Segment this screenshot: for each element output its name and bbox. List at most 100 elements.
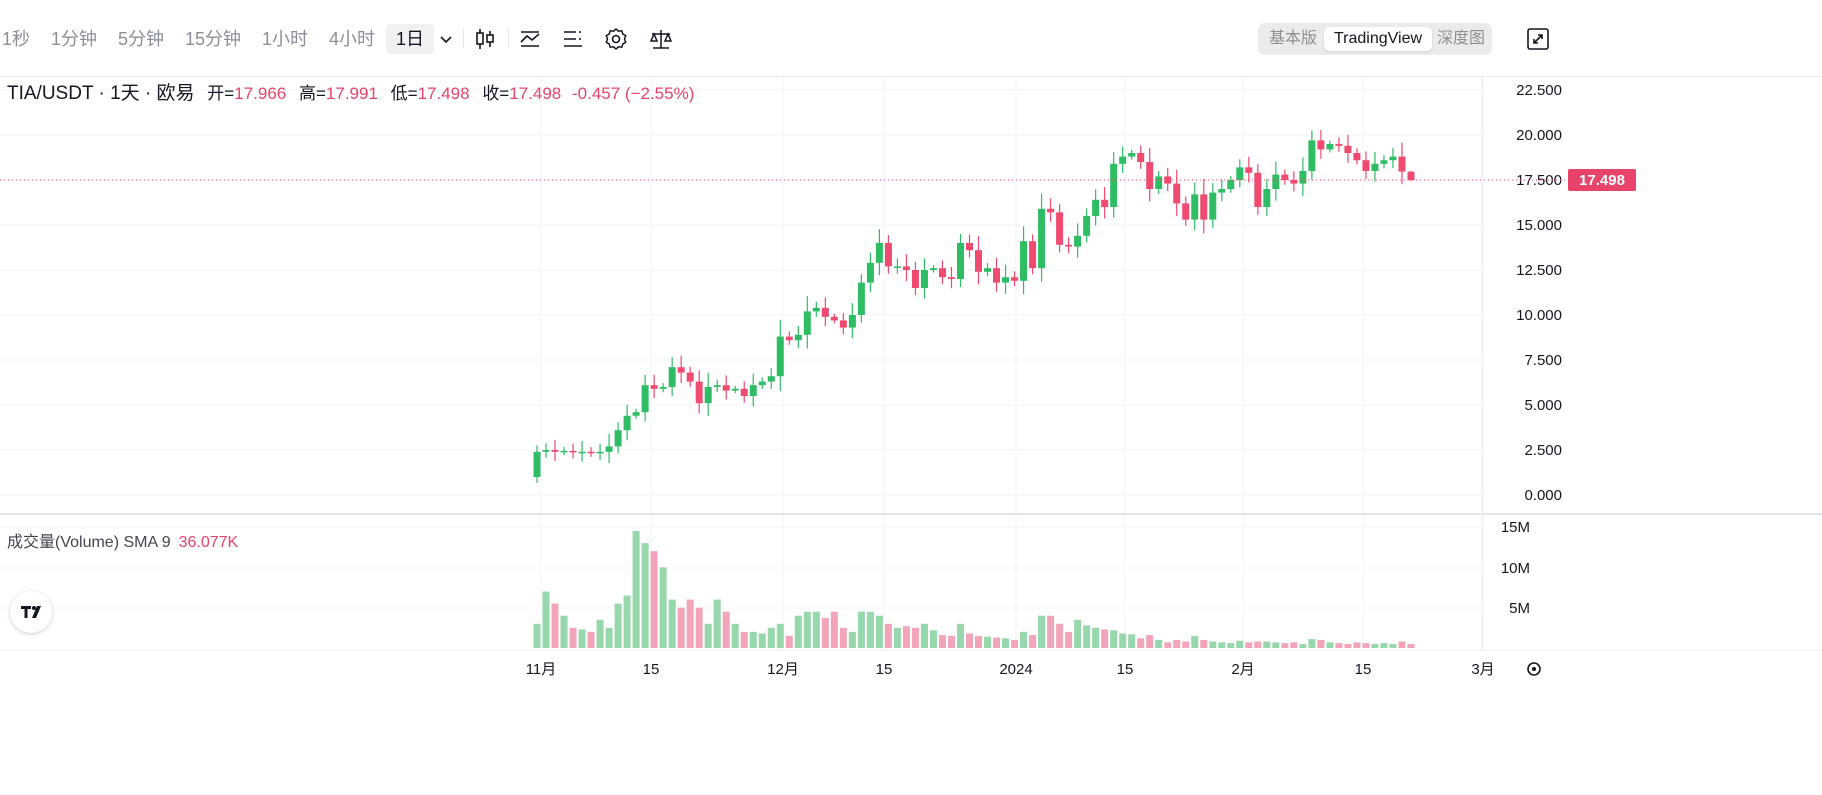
candle-up	[1119, 156, 1127, 164]
candle-up	[866, 262, 874, 283]
templates-icon[interactable]	[560, 26, 586, 52]
volume-bar	[1110, 630, 1118, 648]
candle-up	[713, 385, 721, 387]
candle-up	[776, 336, 784, 377]
open-value: 17.966	[234, 84, 287, 103]
volume-bar	[929, 630, 937, 648]
price-tick-label: 10.000	[1516, 307, 1562, 324]
volume-bar	[1380, 643, 1388, 648]
timeframe-1d[interactable]: 1日	[386, 24, 435, 54]
candle-up	[614, 430, 622, 447]
view-depth[interactable]: 深度图	[1436, 30, 1485, 47]
candle-up	[731, 388, 739, 391]
volume-bar	[1290, 642, 1298, 648]
gear-icon[interactable]	[603, 26, 629, 52]
candle-up	[1155, 176, 1163, 189]
scale-compare-icon[interactable]	[648, 26, 674, 52]
candle-up	[1002, 277, 1010, 283]
candle-down	[821, 307, 829, 317]
candle-up	[1272, 174, 1280, 189]
timeframe-5m[interactable]: 5分钟	[118, 29, 165, 49]
price-tick-label: 2.500	[1524, 442, 1562, 459]
chevron-down-icon[interactable]	[436, 26, 456, 52]
candle-down	[911, 270, 919, 288]
volume-bar	[1272, 642, 1280, 648]
candle-up	[668, 367, 676, 387]
timeframe-4h[interactable]: 4小时	[329, 29, 376, 49]
volume-bar	[632, 531, 640, 648]
volume-bar	[614, 603, 622, 648]
candle-down	[1344, 145, 1352, 153]
volume-bar	[785, 635, 793, 648]
timeframe-1s[interactable]: 1秒	[2, 29, 31, 49]
candle-down	[1137, 153, 1145, 162]
candle-up	[1020, 241, 1028, 281]
time-tick-label: 2024	[999, 661, 1032, 678]
candlestick-type-icon[interactable]	[472, 26, 498, 52]
change-value: -0.457 (−2.55%)	[571, 84, 695, 103]
volume-bar	[1137, 638, 1145, 648]
volume-bar	[731, 623, 739, 648]
volume-bar	[551, 603, 559, 648]
candle-up	[632, 412, 640, 416]
time-axis-settings-icon[interactable]	[1527, 662, 1541, 676]
candle-up	[893, 266, 901, 268]
view-basic[interactable]: 基本版	[1268, 30, 1317, 47]
volume-bar	[1047, 615, 1055, 648]
candle-up	[1236, 167, 1244, 180]
candle-up	[956, 243, 964, 279]
volume-bar	[1299, 643, 1307, 648]
candle-up	[1074, 235, 1082, 247]
timeframe-15m[interactable]: 15分钟	[185, 29, 242, 49]
volume-tick-label: 15M	[1501, 519, 1530, 536]
divider	[508, 28, 509, 48]
candle-down	[686, 372, 694, 382]
candle-up	[1110, 163, 1118, 207]
volume-bar	[1389, 643, 1397, 648]
candle-up	[767, 376, 775, 382]
volume-bar	[1353, 642, 1361, 648]
volume-bar	[984, 636, 992, 648]
volume-bar	[1164, 642, 1172, 648]
indicators-icon[interactable]	[517, 26, 543, 52]
volume-bar	[776, 623, 784, 648]
volume-bar	[884, 623, 892, 648]
candle-down	[1173, 183, 1181, 204]
volume-bar	[830, 611, 838, 648]
top-toolbar: 1秒 1分钟 5分钟 15分钟 1小时 4小时 1日 基本版 TradingVi…	[0, 0, 1822, 77]
candle-down	[650, 385, 658, 389]
candle-down	[1056, 212, 1064, 245]
candle-up	[857, 282, 865, 315]
candle-up	[1191, 194, 1199, 220]
volume-bar	[641, 543, 649, 648]
candle-down	[1317, 140, 1325, 150]
candle-up	[578, 451, 586, 454]
candle-up	[1263, 189, 1271, 207]
volume-bar	[993, 637, 1001, 648]
volume-bar	[1020, 631, 1028, 648]
volume-bar	[1011, 639, 1019, 648]
volume-tick-label: 5M	[1509, 600, 1530, 617]
timeframe-1h[interactable]: 1小时	[262, 29, 309, 49]
fullscreen-icon[interactable]	[1525, 26, 1551, 52]
volume-bar	[893, 627, 901, 648]
tradingview-logo[interactable]	[10, 591, 52, 633]
candle-down	[785, 336, 793, 341]
volume-bar	[1263, 641, 1271, 648]
time-tick-label: 15	[643, 661, 660, 678]
volume-bar	[749, 631, 757, 648]
candle-up	[803, 311, 811, 335]
volume-bar	[1083, 625, 1091, 648]
candle-down	[1146, 162, 1154, 189]
candle-up	[560, 450, 568, 453]
candle-up	[794, 334, 802, 341]
tradingview-logo-icon	[21, 606, 41, 618]
volume-bar	[767, 627, 775, 648]
candle-down	[1362, 160, 1370, 171]
time-tick-label: 11月	[526, 661, 557, 678]
view-tradingview[interactable]: TradingView	[1324, 27, 1432, 51]
timeframe-1m[interactable]: 1分钟	[51, 29, 98, 49]
price-tick-label: 22.500	[1516, 82, 1562, 99]
candle-up	[848, 315, 856, 328]
